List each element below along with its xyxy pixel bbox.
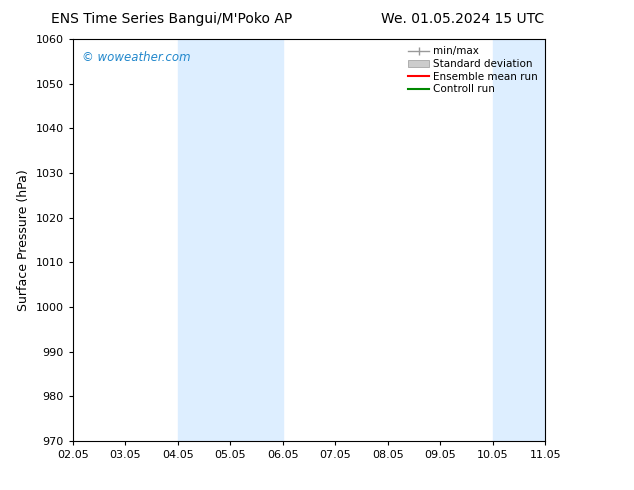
Text: © woweather.com: © woweather.com [82, 51, 191, 64]
Legend: min/max, Standard deviation, Ensemble mean run, Controll run: min/max, Standard deviation, Ensemble me… [406, 45, 540, 97]
Bar [493, 39, 545, 441]
Text: ENS Time Series Bangui/M'Poko AP: ENS Time Series Bangui/M'Poko AP [51, 12, 292, 26]
Bar [178, 39, 283, 441]
Text: We. 01.05.2024 15 UTC: We. 01.05.2024 15 UTC [381, 12, 545, 26]
Y-axis label: Surface Pressure (hPa): Surface Pressure (hPa) [17, 169, 30, 311]
